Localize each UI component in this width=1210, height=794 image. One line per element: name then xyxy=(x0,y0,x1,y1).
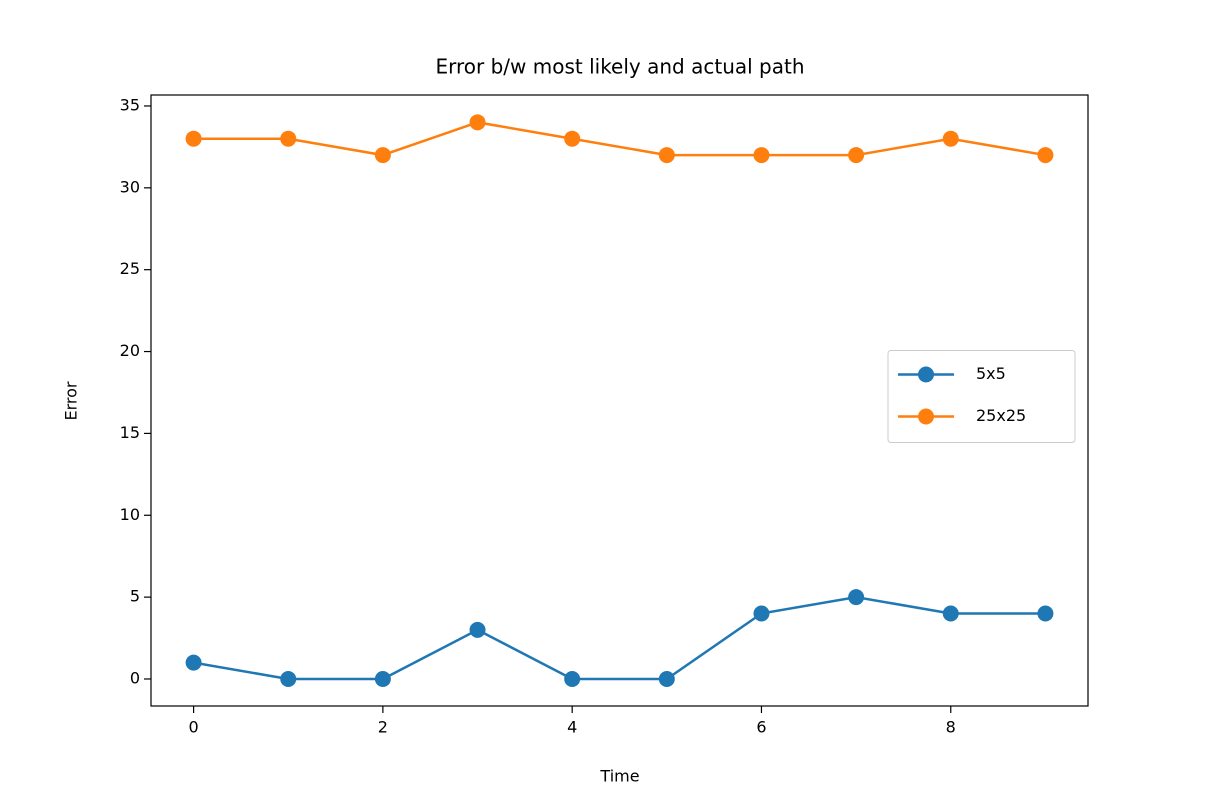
y-tick-label: 30 xyxy=(120,177,140,196)
point xyxy=(1037,605,1054,622)
point xyxy=(564,670,581,687)
point xyxy=(848,147,865,164)
legend-label: 5x5 xyxy=(976,364,1006,383)
x-tick-label: 4 xyxy=(567,718,577,737)
y-tick-label: 25 xyxy=(120,259,140,278)
series-line xyxy=(193,595,1046,681)
x-axis-label: Time xyxy=(599,767,639,786)
point xyxy=(374,670,391,687)
legend-marker xyxy=(918,366,934,383)
y-tick-label: 20 xyxy=(120,341,140,360)
point xyxy=(942,605,959,622)
chart-title: Error b/w most likely and actual path xyxy=(435,55,804,79)
y-axis-label: Error xyxy=(62,381,81,420)
point xyxy=(185,654,202,671)
point xyxy=(469,114,486,131)
series-line xyxy=(193,121,1046,157)
point xyxy=(185,130,202,147)
y-tick-label: 5 xyxy=(130,587,140,606)
point xyxy=(280,130,297,147)
point xyxy=(1037,147,1054,164)
point xyxy=(848,589,865,606)
y-tick-label: 15 xyxy=(120,423,140,442)
x-tick-label: 8 xyxy=(946,718,956,737)
point xyxy=(658,147,675,164)
y-tick-label: 35 xyxy=(120,95,140,114)
point xyxy=(658,670,675,687)
y-tick-label: 0 xyxy=(130,668,140,687)
point xyxy=(374,147,391,164)
x-tick-label: 2 xyxy=(378,718,388,737)
point xyxy=(942,130,959,147)
point xyxy=(469,621,486,638)
point xyxy=(753,605,770,622)
legend-marker xyxy=(918,408,934,425)
y-tick-label: 10 xyxy=(120,505,140,524)
legend-label: 25x25 xyxy=(976,406,1026,425)
point xyxy=(753,147,770,164)
x-tick-label: 0 xyxy=(188,718,198,737)
point xyxy=(564,130,581,147)
x-tick-label: 6 xyxy=(756,718,766,737)
plot-frame xyxy=(150,94,1089,707)
point xyxy=(280,670,297,687)
